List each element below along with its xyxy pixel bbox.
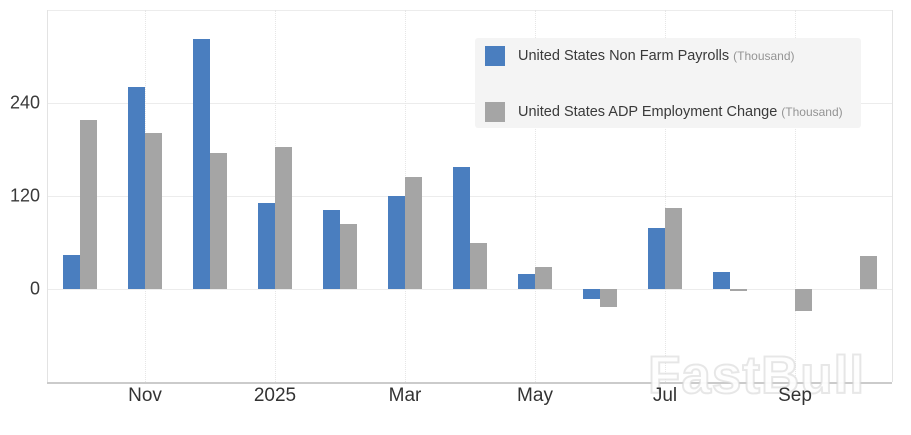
legend-label-adp-employment: United States ADP Employment Change — [518, 103, 778, 120]
bar-adp-aug-10[interactable] — [730, 289, 747, 292]
x-axis-label-2025: 2025 — [253, 385, 297, 406]
bar-adp-2025-3[interactable] — [275, 147, 292, 289]
x-axis-label-Mar: Mar — [388, 385, 422, 406]
bar-nonfarm-jul-9[interactable] — [648, 227, 665, 289]
gridline-x-May — [535, 10, 536, 382]
bar-nonfarm-2025-3[interactable] — [258, 202, 275, 289]
gridline-x-Sep — [795, 10, 796, 382]
x-axis-line — [47, 382, 892, 384]
gridline-y-360 — [47, 10, 892, 11]
legend: United States Non Farm Payrolls (Thousan… — [475, 38, 861, 128]
bar-adp-mar-5[interactable] — [405, 176, 422, 289]
bar-nonfarm-may-7[interactable] — [518, 274, 535, 289]
x-axis-label-Nov: Nov — [128, 385, 162, 406]
gridline-y-240 — [47, 103, 892, 104]
bar-adp-apr-6[interactable] — [470, 242, 487, 289]
bar-nonfarm-jun-8[interactable] — [583, 289, 600, 300]
x-axis-label-Jul: Jul — [652, 385, 678, 406]
gridline-x-Jul — [665, 10, 666, 382]
legend-swatch-blue-icon — [485, 45, 505, 66]
watermark: FastBull — [647, 346, 866, 405]
bar-adp-feb-4[interactable] — [340, 223, 357, 289]
bar-adp-sep-11[interactable] — [795, 289, 812, 312]
x-axis-label-May: May — [517, 385, 553, 406]
bar-nonfarm-nov-1[interactable] — [128, 86, 145, 289]
bar-adp-nov-1[interactable] — [145, 133, 162, 289]
plot-right-border — [892, 10, 893, 382]
bar-nonfarm-apr-6[interactable] — [453, 166, 470, 289]
bar-nonfarm-dec-2[interactable] — [193, 38, 210, 289]
y-axis-label-0: 0 — [29, 278, 40, 299]
legend-label-nonfarm-payrolls: United States Non Farm Payrolls — [518, 47, 730, 64]
y-axis-label-120: 120 — [9, 185, 40, 206]
legend-item-nonfarm-payrolls[interactable]: United States Non Farm Payrolls (Thousan… — [485, 45, 795, 66]
legend-swatch-gray-icon — [485, 101, 505, 122]
y-axis-label-240: 240 — [9, 92, 40, 113]
bar-adp-jun-8[interactable] — [600, 289, 617, 307]
bar-nonfarm-aug-10[interactable] — [713, 271, 730, 289]
legend-unit-adp-employment: (Thousand) — [781, 104, 843, 119]
bar-adp-jul-9[interactable] — [665, 208, 682, 289]
bar-adp-dec-2[interactable] — [210, 152, 227, 289]
bar-adp-oct-0[interactable] — [80, 120, 97, 289]
legend-unit-nonfarm-payrolls: (Thousand) — [733, 48, 795, 63]
legend-item-adp-employment[interactable]: United States ADP Employment Change (Tho… — [485, 101, 843, 122]
bar-adp-may-7[interactable] — [535, 266, 552, 289]
bar-nonfarm-feb-4[interactable] — [323, 209, 340, 289]
bar-nonfarm-oct-0[interactable] — [63, 254, 80, 289]
x-axis-label-Sep: Sep — [778, 385, 812, 406]
bar-nonfarm-mar-5[interactable] — [388, 196, 405, 289]
plot-left-border — [47, 10, 48, 382]
gridline-y-0 — [47, 289, 892, 290]
bar-adp-oct-12[interactable] — [860, 256, 877, 289]
